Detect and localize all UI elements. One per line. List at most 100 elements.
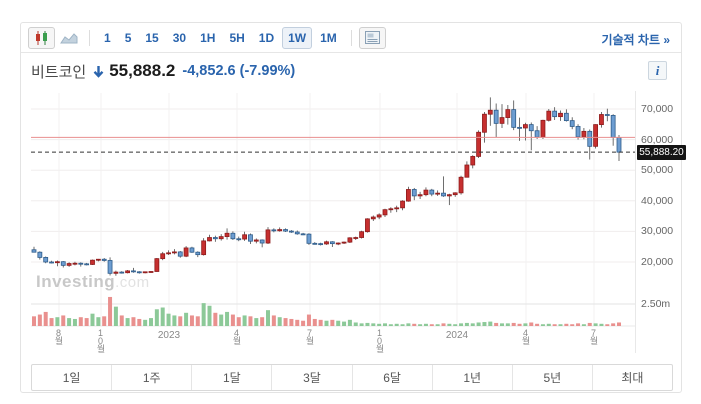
candle-up <box>90 259 95 265</box>
candle-down <box>300 233 306 236</box>
area-chart-type-button[interactable] <box>55 27 82 49</box>
candle-down <box>318 243 324 246</box>
technical-chart-link[interactable]: 기술적 차트 » <box>601 33 670 47</box>
candle-up <box>335 242 341 245</box>
volume-bar <box>324 320 329 326</box>
range-button-최대[interactable]: 최대 <box>591 365 672 390</box>
candle-down <box>195 251 201 256</box>
candlestick-chart-type-button[interactable] <box>28 26 55 49</box>
interval-button-1[interactable]: 1 <box>98 27 117 49</box>
candlestick-chart-canvas[interactable] <box>31 93 635 327</box>
candle-down <box>49 261 54 264</box>
candle-down <box>604 114 610 116</box>
candle-down <box>575 126 581 138</box>
range-button-1달[interactable]: 1달 <box>191 365 271 390</box>
candle-down <box>288 230 294 233</box>
candle-up <box>470 156 476 166</box>
candle-up <box>166 252 171 255</box>
volume-bar <box>55 317 60 326</box>
volume-bar <box>418 324 423 326</box>
volume-bar <box>236 317 241 326</box>
volume-bar <box>230 314 235 326</box>
candle-down <box>60 261 66 266</box>
interval-button-15[interactable]: 15 <box>139 27 164 49</box>
volume-bar <box>78 317 83 326</box>
volume-bar <box>149 318 153 326</box>
range-button-1년[interactable]: 1년 <box>431 365 512 390</box>
volume-bar <box>336 320 341 326</box>
range-button-1주[interactable]: 1주 <box>111 365 191 390</box>
range-button-3달[interactable]: 3달 <box>271 365 351 390</box>
interval-button-1m[interactable]: 1M <box>314 27 343 49</box>
candle-up <box>183 247 189 257</box>
toolbar-separator <box>350 29 352 46</box>
candlestick-icon <box>35 30 47 45</box>
volume-bar <box>494 322 499 326</box>
candle-up <box>446 194 452 197</box>
volume-bar <box>500 323 504 326</box>
candle-up <box>125 270 130 274</box>
candle-down <box>119 271 125 274</box>
candle-up <box>476 131 482 157</box>
area-chart-icon <box>59 32 77 43</box>
candle-up <box>142 271 148 274</box>
volume-bar <box>32 316 36 326</box>
range-button-5년[interactable]: 5년 <box>511 365 592 390</box>
volume-bar <box>108 296 113 326</box>
volume-bar <box>260 317 265 326</box>
candle-up <box>382 209 388 216</box>
volume-bar <box>166 313 171 326</box>
candle-down <box>101 258 107 261</box>
volume-axis-label: 2.50m <box>641 298 671 310</box>
range-button-6달[interactable]: 6달 <box>351 365 432 390</box>
volume-bar <box>289 318 294 326</box>
candle-up <box>599 114 604 126</box>
price-down-arrow-icon <box>93 65 104 78</box>
volume-bar <box>383 323 387 326</box>
candle-down <box>441 192 446 197</box>
volume-bar <box>540 324 545 326</box>
interval-button-1h[interactable]: 1H <box>194 27 221 49</box>
volume-bar <box>49 318 54 326</box>
volume-bar <box>219 314 224 326</box>
interval-button-1d[interactable]: 1D <box>253 27 280 49</box>
candle-down <box>271 229 277 232</box>
volume-bar <box>90 313 95 326</box>
volume-bar <box>605 324 610 326</box>
candle-up <box>359 231 365 238</box>
investing-watermark: Investing.com <box>36 272 150 291</box>
candle-up <box>458 176 464 194</box>
y-axis-tick-label: 70,000 <box>641 103 674 115</box>
x-axis-tick-label: 10월 <box>95 328 106 351</box>
volume-bar <box>184 312 189 326</box>
interval-button-30[interactable]: 30 <box>167 27 192 49</box>
x-axis-tick-label: 2024 <box>445 330 469 341</box>
interval-button-1w[interactable]: 1W <box>282 26 313 49</box>
volume-bar <box>119 315 124 326</box>
chart-layout-panel-icon <box>364 31 380 44</box>
volume-bar <box>189 315 194 326</box>
candle-up <box>452 192 458 196</box>
panel-view-button[interactable] <box>358 26 386 49</box>
candle-up <box>72 262 78 265</box>
volume-bar <box>365 322 370 326</box>
candle-down <box>259 239 265 244</box>
volume-bar <box>453 324 458 326</box>
candle-up <box>242 234 248 240</box>
interval-button-5h[interactable]: 5H <box>223 27 250 49</box>
candle-down <box>31 249 37 253</box>
candle-down <box>43 257 49 263</box>
candle-up <box>201 240 207 256</box>
time-range-bar: 1일 1주 1달 3달 6달 1년 5년 최대 <box>31 364 673 391</box>
range-button-1일[interactable]: 1일 <box>32 365 111 390</box>
volume-bar <box>353 322 358 326</box>
volume-bar <box>570 324 575 326</box>
volume-bar <box>195 316 200 326</box>
candle-up <box>522 124 528 129</box>
candle-up <box>388 208 394 211</box>
candle-down <box>616 137 622 153</box>
interval-button-5[interactable]: 5 <box>119 27 138 49</box>
candle-up <box>253 239 259 242</box>
volume-bar <box>242 315 247 326</box>
info-button[interactable]: i <box>648 61 667 80</box>
